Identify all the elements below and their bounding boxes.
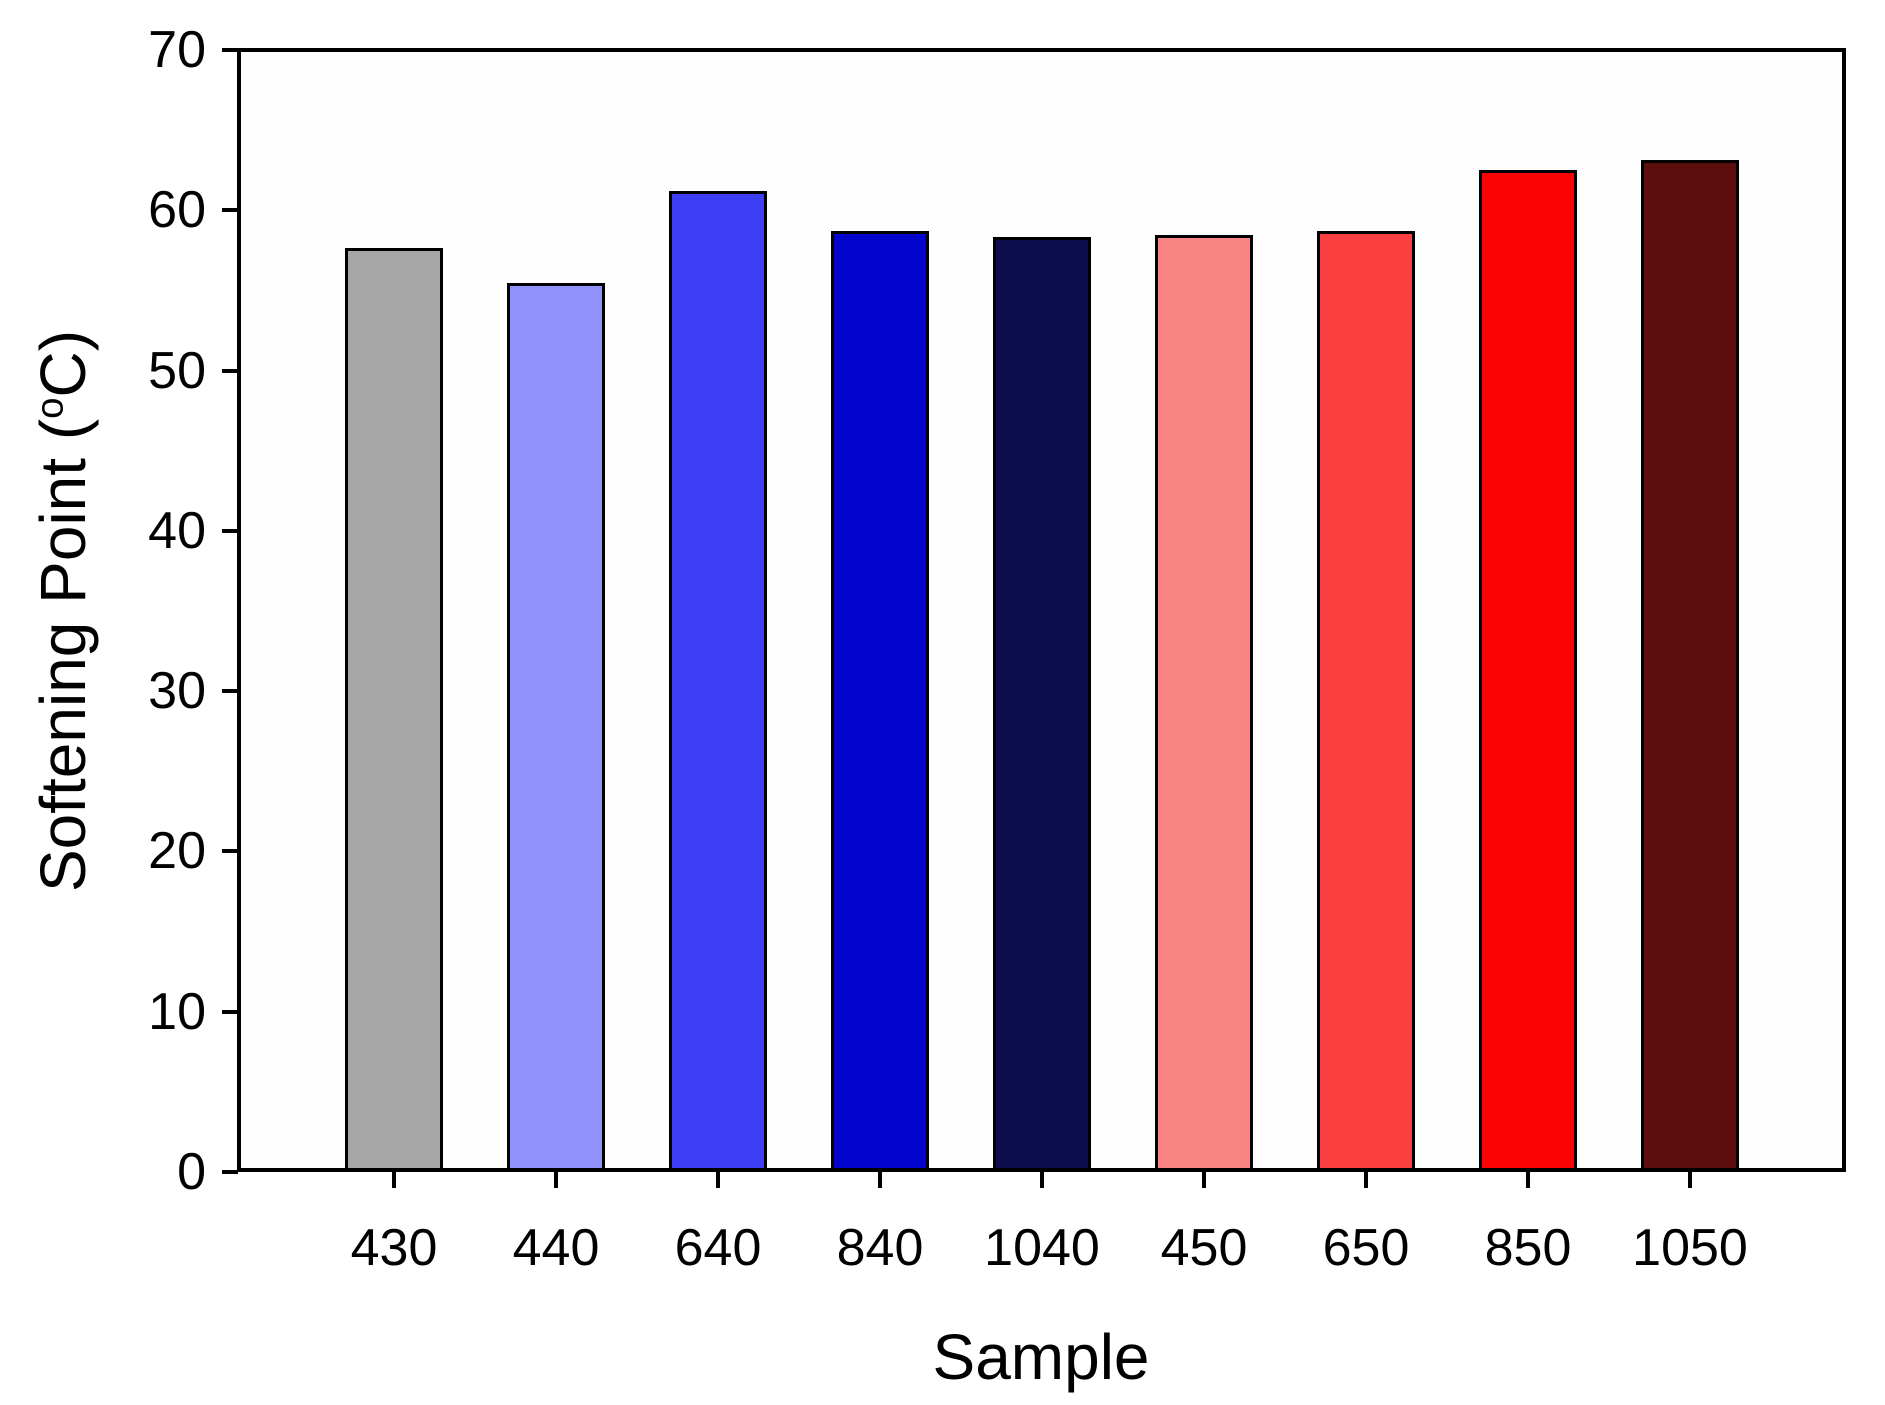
y-axis-tick-10 xyxy=(222,1010,238,1014)
y-tick-label-0: 0 xyxy=(177,1143,206,1201)
bar-850 xyxy=(1479,170,1577,1168)
y-axis-title: Softening Point (oC) xyxy=(27,330,99,893)
x-axis-tick-650 xyxy=(1364,1172,1368,1188)
x-tick-label-450: 450 xyxy=(1160,1219,1248,1277)
x-axis-tick-450 xyxy=(1202,1172,1206,1188)
y-tick-label-60: 60 xyxy=(148,181,206,239)
bar-1050 xyxy=(1641,160,1739,1168)
x-axis-tick-640 xyxy=(716,1172,720,1188)
x-tick-label-440: 440 xyxy=(512,1219,600,1277)
y-axis-tick-20 xyxy=(222,849,238,853)
y-axis-tick-40 xyxy=(222,529,238,533)
bar-640 xyxy=(669,191,767,1168)
x-axis-tick-1040 xyxy=(1040,1172,1044,1188)
y-axis-tick-60 xyxy=(222,208,238,212)
plot-area xyxy=(237,48,1846,1172)
y-axis-tick-50 xyxy=(222,369,238,373)
y-tick-label-50: 50 xyxy=(148,342,206,400)
bar-430 xyxy=(345,248,443,1168)
y-tick-label-70: 70 xyxy=(148,21,206,79)
x-tick-label-850: 850 xyxy=(1484,1219,1572,1277)
bar-440 xyxy=(507,283,605,1168)
x-tick-label-640: 640 xyxy=(674,1219,762,1277)
x-axis-title: Sample xyxy=(932,1321,1150,1393)
bar-1040 xyxy=(993,237,1091,1168)
x-axis-tick-1050 xyxy=(1688,1172,1692,1188)
bar-650 xyxy=(1317,231,1415,1168)
y-axis-tick-0 xyxy=(222,1170,238,1174)
y-tick-label-30: 30 xyxy=(148,662,206,720)
x-tick-label-650: 650 xyxy=(1322,1219,1410,1277)
x-tick-label-1050: 1050 xyxy=(1632,1219,1748,1277)
y-axis-title-prefix: Softening Point ( xyxy=(27,418,99,893)
x-tick-label-1040: 1040 xyxy=(984,1219,1100,1277)
x-axis-tick-850 xyxy=(1526,1172,1530,1188)
y-tick-label-40: 40 xyxy=(148,502,206,560)
x-tick-label-430: 430 xyxy=(350,1219,438,1277)
y-tick-label-20: 20 xyxy=(148,822,206,880)
y-axis-tick-30 xyxy=(222,689,238,693)
x-axis-tick-840 xyxy=(878,1172,882,1188)
bar-840 xyxy=(831,231,929,1168)
degree-superscript: o xyxy=(28,397,72,419)
bar-450 xyxy=(1155,235,1253,1168)
x-tick-label-840: 840 xyxy=(836,1219,924,1277)
y-tick-label-10: 10 xyxy=(148,983,206,1041)
y-axis-tick-70 xyxy=(222,48,238,52)
x-axis-tick-440 xyxy=(554,1172,558,1188)
x-axis-tick-430 xyxy=(392,1172,396,1188)
